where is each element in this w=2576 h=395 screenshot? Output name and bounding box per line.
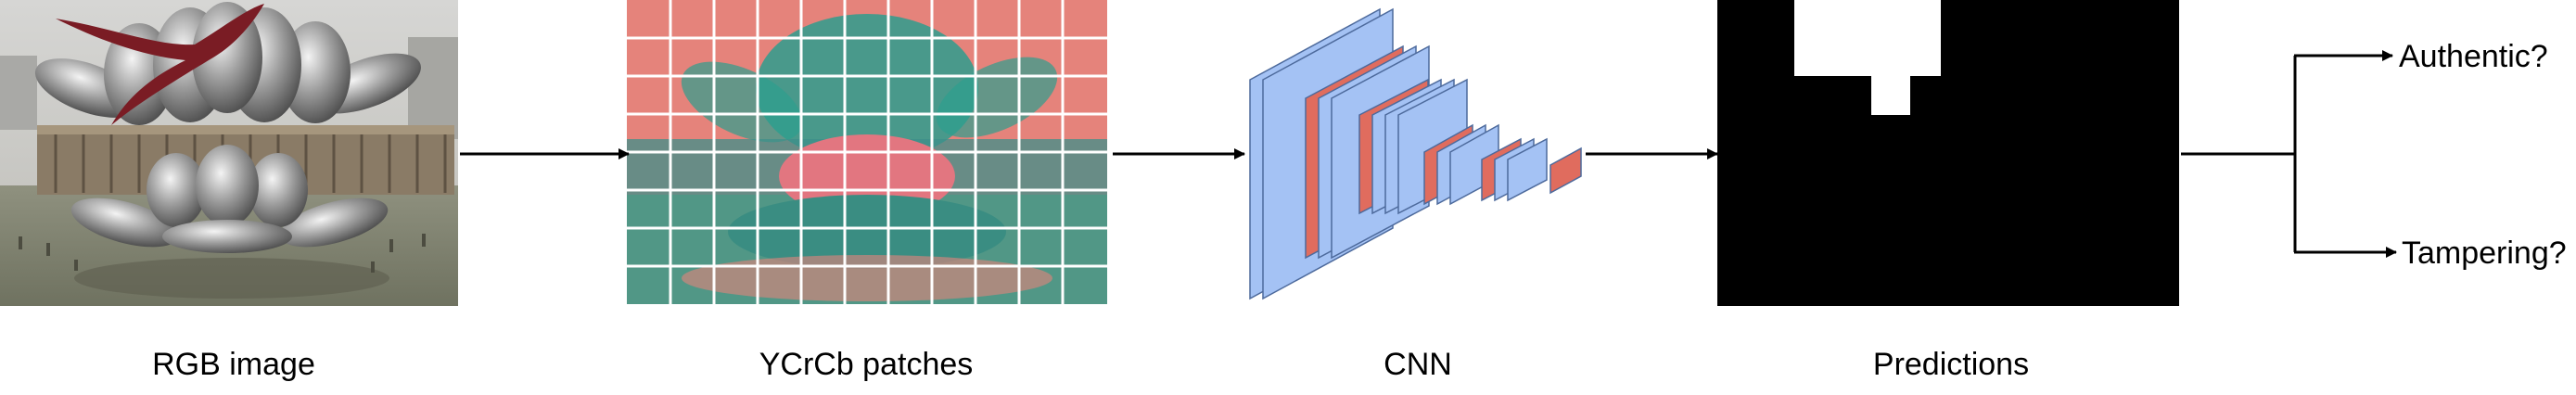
authentic-output-label: Authentic?: [2399, 39, 2548, 74]
branch-connector: [2181, 56, 2297, 252]
ycrcb-patches-label: YCrCb patches: [759, 347, 974, 382]
rgb-image: [0, 0, 458, 306]
rgb-image-label: RGB image: [152, 347, 315, 382]
ycrcb-patches-image: [627, 0, 1107, 304]
patch-grid: [627, 0, 1107, 304]
tampering-output-label: Tampering?: [2402, 236, 2567, 271]
cnn-layer: [1507, 137, 1548, 202]
prediction-mask: [1717, 0, 2179, 306]
cnn-label: CNN: [1384, 347, 1452, 382]
cnn-layer: [1549, 147, 1582, 195]
cnn-diagram: [1249, 7, 1582, 300]
predictions-label: Predictions: [1873, 347, 2029, 382]
